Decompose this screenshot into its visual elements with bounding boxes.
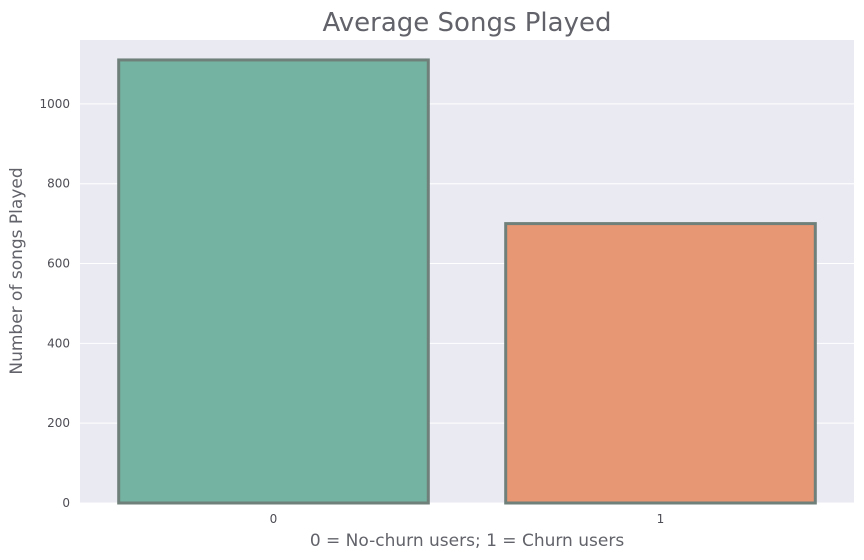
x-axis-label: 0 = No-churn users; 1 = Churn users	[310, 531, 625, 551]
x-tick-label: 0	[270, 512, 278, 526]
y-tick-label: 200	[47, 416, 70, 430]
bar-1	[504, 222, 817, 505]
y-axis-ticks: 0 200 400 600 800 1000	[39, 97, 70, 510]
bar-0	[117, 58, 430, 505]
y-tick-label: 1000	[39, 97, 70, 111]
y-tick-label: 800	[47, 177, 70, 191]
x-tick-label: 1	[657, 512, 665, 526]
y-tick-label: 0	[62, 496, 70, 510]
bars	[117, 58, 817, 505]
y-axis-label: Number of songs Played	[7, 167, 27, 374]
y-tick-label: 600	[47, 257, 70, 271]
y-tick-label: 400	[47, 336, 70, 350]
chart-title: Average Songs Played	[323, 8, 612, 38]
